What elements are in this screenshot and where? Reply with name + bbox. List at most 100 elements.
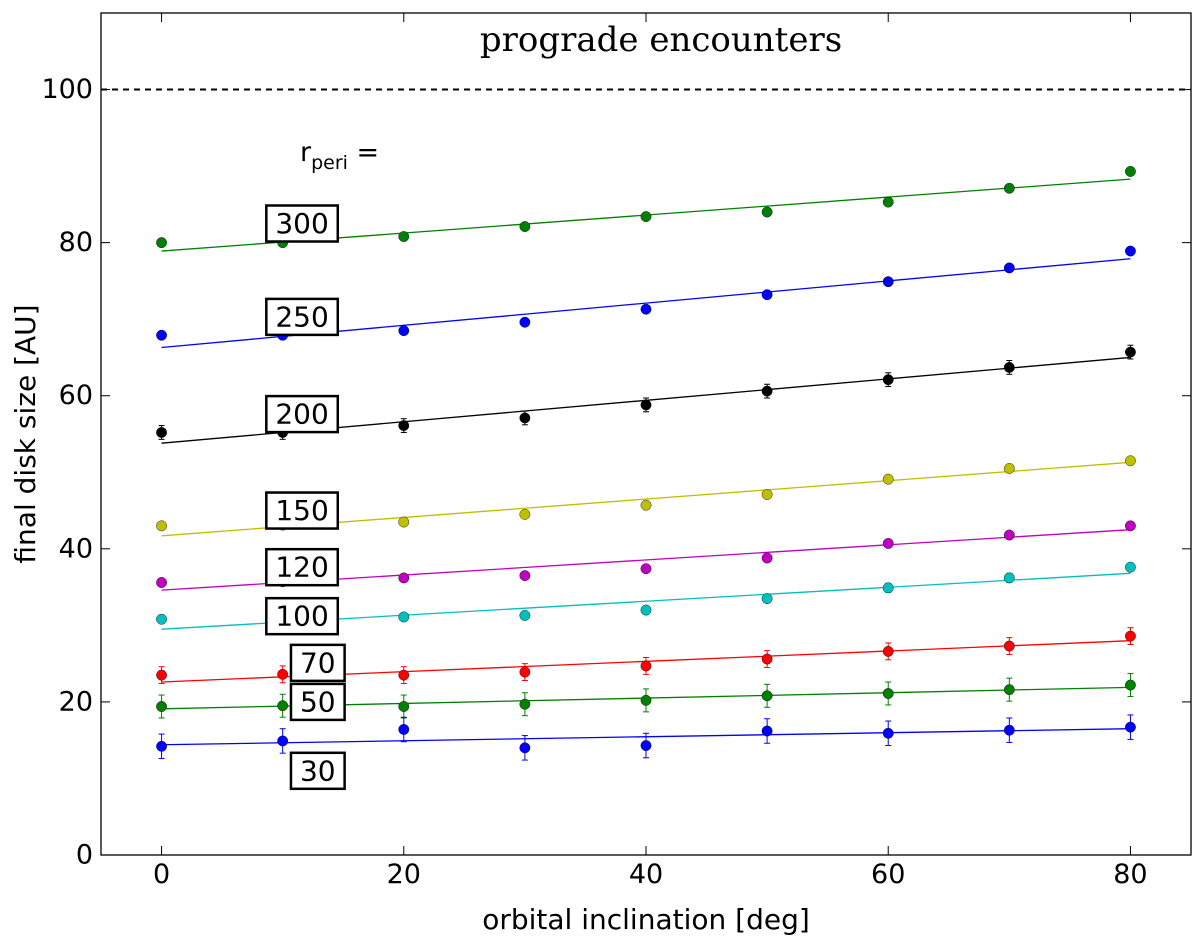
data-point <box>640 303 652 315</box>
data-point <box>1125 721 1136 733</box>
data-point <box>398 231 410 242</box>
data-point <box>1003 684 1015 696</box>
series-label-text: 30 <box>300 754 336 787</box>
series-label-text: 50 <box>300 685 336 718</box>
data-point <box>882 374 894 386</box>
data-point <box>1125 166 1136 177</box>
data-point <box>1125 679 1136 691</box>
data-point <box>761 206 773 218</box>
data-point <box>640 499 652 511</box>
data-point <box>1125 561 1136 573</box>
data-point <box>640 211 652 223</box>
x-tick-label: 80 <box>1113 859 1147 890</box>
y-tick-label: 80 <box>59 227 93 258</box>
series-label-box <box>265 491 340 530</box>
series-label-300: 300 <box>265 204 340 243</box>
chart-title: prograde encounters <box>480 20 842 60</box>
data-point <box>761 385 773 397</box>
y-tick-label: 40 <box>59 533 93 564</box>
data-point <box>519 316 531 328</box>
data-point <box>882 276 894 288</box>
data-point <box>519 221 531 232</box>
data-point <box>761 289 773 301</box>
data-point <box>640 694 652 706</box>
data-point <box>761 552 773 564</box>
series-label-text: 120 <box>275 551 328 584</box>
data-point <box>156 427 167 438</box>
x-tick-label: 40 <box>629 859 663 890</box>
series-label-150: 150 <box>265 491 340 530</box>
series-label-text: 70 <box>300 646 336 679</box>
data-point <box>1125 455 1136 467</box>
data-point <box>1125 346 1136 358</box>
data-point <box>761 489 773 500</box>
data-point <box>1003 262 1015 274</box>
data-point <box>761 690 773 702</box>
data-point <box>640 740 652 751</box>
data-point <box>156 520 167 532</box>
series-label-30: 30 <box>289 751 346 791</box>
data-point <box>1003 362 1015 373</box>
data-point <box>882 645 894 657</box>
axis-ticks: 0 20 40 60 80 0 20 40 60 80 100 <box>41 13 1191 890</box>
data-point <box>1003 463 1015 474</box>
data-point <box>1003 572 1015 584</box>
rperi-main: r <box>300 137 312 168</box>
data-point <box>1125 520 1136 532</box>
series-30 <box>156 714 1136 761</box>
data-point <box>640 399 652 411</box>
data-point <box>277 700 289 712</box>
x-tick-label: 20 <box>387 859 421 890</box>
data-point <box>1003 640 1015 652</box>
series-label-box <box>265 394 340 434</box>
series-label-200: 200 <box>265 394 340 434</box>
series-label-text: 300 <box>275 207 328 240</box>
data-point <box>1125 245 1136 257</box>
data-point <box>277 735 289 747</box>
data-point <box>761 653 773 665</box>
x-tick-label: 60 <box>871 859 905 890</box>
plot-content: 300 250 200 150 120 100 70 50 30 <box>101 88 1191 791</box>
data-point <box>640 563 652 575</box>
series-label-box <box>289 643 346 683</box>
data-point <box>398 669 410 681</box>
series-label-text: 150 <box>275 494 328 527</box>
data-point <box>640 604 652 616</box>
series-label-100: 100 <box>265 596 340 636</box>
data-point <box>398 325 410 337</box>
data-point <box>761 725 773 737</box>
data-point <box>156 237 167 249</box>
data-point <box>156 577 167 588</box>
data-point <box>398 420 410 431</box>
y-tick-label: 100 <box>41 74 93 105</box>
data-point <box>519 570 531 582</box>
data-point <box>398 611 410 623</box>
data-point <box>519 610 531 621</box>
data-point <box>398 724 410 735</box>
data-point <box>398 516 410 528</box>
series-label-50: 50 <box>289 682 346 722</box>
data-point <box>156 701 167 712</box>
series-label-box <box>265 547 340 587</box>
data-point <box>1003 529 1015 541</box>
data-point <box>1003 724 1015 736</box>
series-label-250: 250 <box>265 297 340 337</box>
series-label-text: 100 <box>275 600 328 633</box>
data-point <box>1003 182 1015 194</box>
rperi-subscript: peri <box>311 152 348 174</box>
data-point <box>156 613 167 625</box>
data-point <box>277 668 289 680</box>
data-point <box>519 742 531 754</box>
x-axis-label: orbital inclination [deg] <box>482 903 810 936</box>
data-point <box>761 593 773 604</box>
data-point <box>156 329 167 341</box>
series-label-text: 200 <box>275 398 328 431</box>
legend-header-rperi: rperi = <box>300 137 379 174</box>
y-tick-label: 60 <box>59 380 93 411</box>
data-point <box>882 582 894 594</box>
y-tick-label: 0 <box>76 840 93 871</box>
series-label-box <box>265 204 340 243</box>
series-label-box <box>265 596 340 636</box>
data-point <box>519 508 531 520</box>
